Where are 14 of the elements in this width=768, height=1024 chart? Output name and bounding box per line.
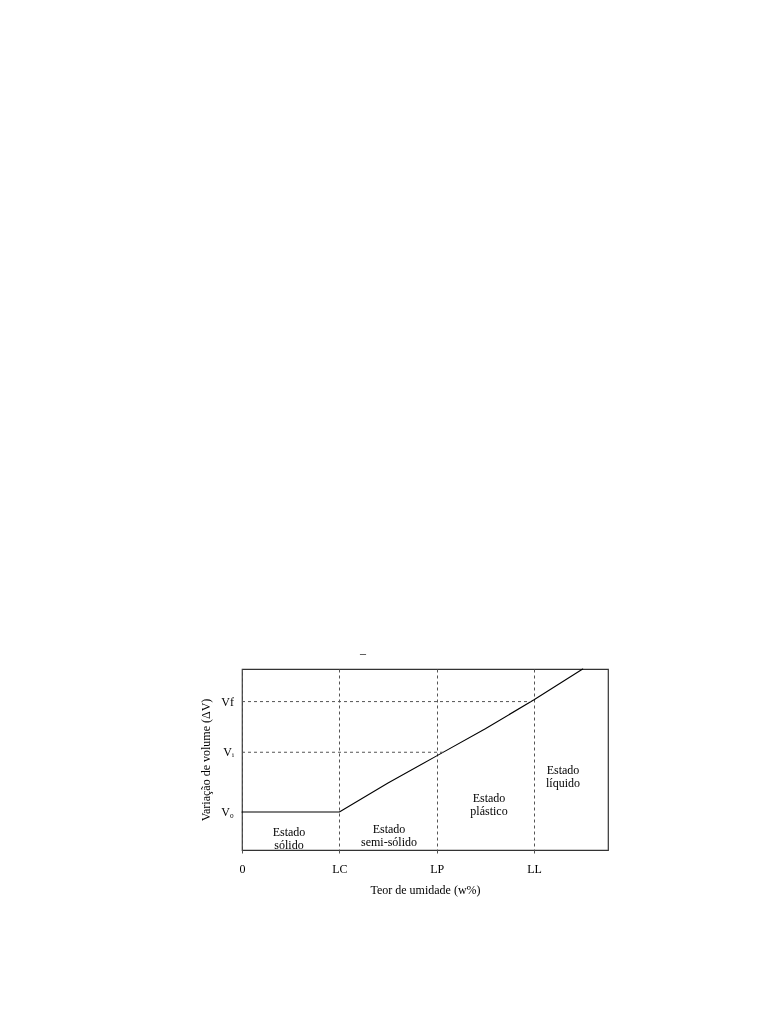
x-tick-label: 0 [239, 861, 246, 876]
annotation: Estado sólido [272, 825, 306, 852]
ref-line-label: Vᵢ [223, 745, 235, 760]
x-tick-label: LL [527, 861, 542, 876]
annotation: Estado plástico [470, 791, 508, 818]
annotation: Estado líquido [545, 763, 581, 790]
annotation: Estado semi-sólido [361, 822, 417, 849]
chart-title: – [359, 646, 367, 661]
x-axis-title: Teor de umidade (w%) [370, 882, 481, 897]
y-axis-title: Variação de volume (ΔV) [198, 698, 213, 822]
x-tick-label: LP [430, 861, 445, 876]
ref-line-label: Vf [221, 694, 234, 709]
text: V₀ [221, 805, 234, 819]
x-tick-label: LC [332, 861, 348, 876]
